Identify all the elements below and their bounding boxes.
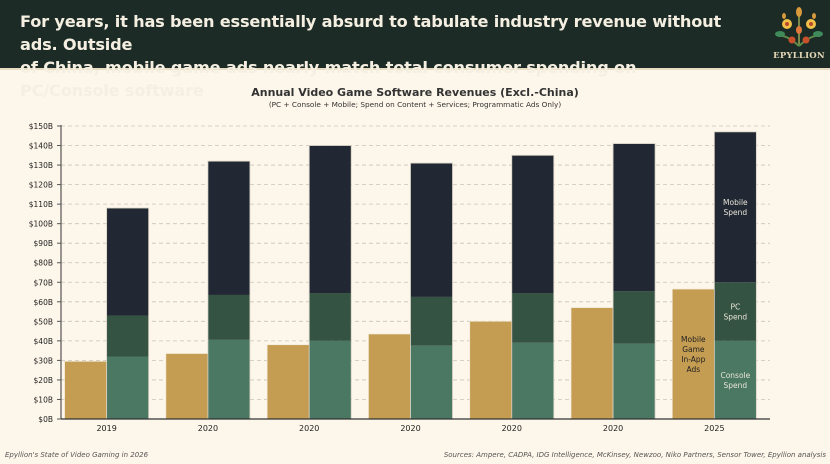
y-tick-label: $120B — [29, 181, 53, 190]
series-label-pc-spend: Spend — [724, 313, 748, 322]
series-label-console-spend: Console — [720, 371, 750, 380]
x-tick-label: 2020 — [198, 424, 218, 433]
y-tick-label: $110B — [29, 200, 53, 209]
bar-console-spend — [511, 342, 554, 419]
bar-ads — [165, 353, 209, 420]
bar-mobile-spend — [207, 161, 250, 295]
bar-pc-spend — [714, 282, 757, 341]
bar-ads — [672, 288, 715, 420]
bar-console-spend — [410, 345, 453, 419]
series-label-pc-spend: PC — [730, 303, 740, 312]
bar-pc-spend — [106, 315, 149, 357]
series-label-console-spend: Spend — [724, 381, 748, 390]
y-tick-label: $70B — [34, 278, 53, 287]
chart-subtitle: (PC + Console + Mobile; Spend on Content… — [268, 100, 562, 109]
bar-console-spend — [106, 356, 149, 419]
x-tick-label: 2020 — [400, 424, 420, 433]
y-tick-label: $90B — [34, 239, 53, 248]
header-banner: For years, it has been essentially absur… — [0, 0, 830, 100]
y-tick-label: $10B — [34, 395, 53, 404]
series-label-mobile-spend: Mobile — [723, 198, 748, 207]
floral-ornament-icon — [775, 7, 823, 47]
epyllion-logo: EPYLLION — [772, 4, 826, 64]
y-tick-label: $140B — [29, 142, 53, 151]
bar-mobile-spend — [714, 131, 757, 283]
x-tick-label: 2025 — [704, 424, 724, 433]
bar-mobile-spend — [613, 143, 656, 292]
bar-pc-spend — [309, 293, 352, 341]
x-tick-label: 2019 — [96, 424, 116, 433]
bar-mobile-spend — [410, 163, 453, 297]
bar-mobile-spend — [106, 208, 149, 316]
bar-ads — [368, 333, 411, 420]
x-tick-label: 2020 — [603, 424, 623, 433]
bar-pc-spend — [207, 294, 250, 340]
x-tick-label: 2020 — [502, 424, 522, 433]
bar-mobile-spend — [511, 155, 554, 294]
series-label-ads: Ads — [687, 365, 701, 374]
bar-console-spend — [714, 340, 757, 419]
y-tick-label: $40B — [34, 337, 53, 346]
footer-credit: Epyllion's State of Video Gaming in 2026 — [5, 451, 149, 459]
y-tick-label: $0B — [38, 415, 53, 424]
y-tick-label: $20B — [34, 376, 53, 385]
bar-console-spend — [309, 340, 352, 419]
x-tick-label: 2020 — [299, 424, 319, 433]
bar-console-spend — [207, 339, 250, 419]
series-label-mobile-spend: Spend — [724, 208, 748, 217]
y-tick-label: $150B — [29, 122, 53, 131]
bar-console-spend — [613, 343, 656, 419]
y-tick-label: $60B — [34, 298, 53, 307]
headline-line-2: of China, mobile game ads nearly match t… — [20, 58, 637, 100]
series-label-ads: Mobile — [681, 335, 706, 344]
y-tick-label: $80B — [34, 259, 53, 268]
bar-mobile-spend — [309, 145, 352, 294]
y-tick-label: $50B — [34, 317, 53, 326]
y-tick-label: $130B — [29, 161, 53, 170]
bar-pc-spend — [613, 291, 656, 344]
headline-line-1: For years, it has been essentially absur… — [20, 12, 721, 54]
footer-sources: Sources: Ampere, CADPA, IDG Intelligence… — [443, 451, 826, 459]
bar-ads — [469, 321, 513, 420]
y-tick-label: $100B — [29, 220, 53, 229]
series-label-ads: In-App — [681, 355, 705, 364]
series-label-ads: Game — [682, 345, 705, 354]
bar-ads — [64, 361, 107, 420]
chart-title: Annual Video Game Software Revenues (Exc… — [251, 86, 579, 99]
logo-text: EPYLLION — [773, 51, 825, 61]
y-tick-label: $30B — [34, 356, 53, 365]
bar-ads — [266, 344, 310, 420]
bar-pc-spend — [511, 293, 554, 343]
bar-pc-spend — [410, 296, 453, 346]
bar-ads — [570, 307, 614, 420]
headline: For years, it has been essentially absur… — [20, 10, 740, 102]
